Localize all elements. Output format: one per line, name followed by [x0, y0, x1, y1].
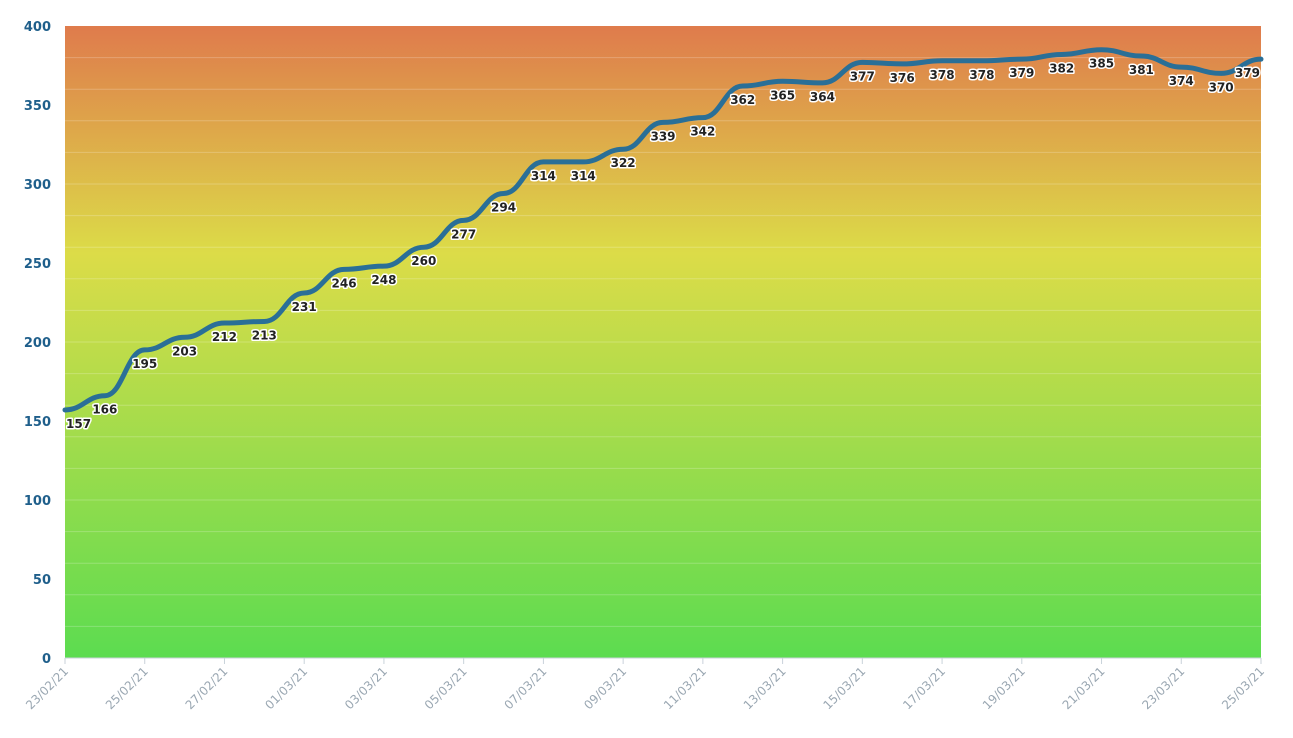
- y-tick-label: 100: [24, 494, 51, 509]
- x-tick-label: 03/03/21: [342, 664, 390, 712]
- x-tick-label: 23/03/21: [1139, 664, 1187, 712]
- x-tick-label: 21/03/21: [1060, 664, 1108, 712]
- data-label: 362: [730, 93, 755, 107]
- data-label: 248: [371, 273, 396, 287]
- y-tick-label: 150: [24, 415, 51, 430]
- x-tick-label: 07/03/21: [502, 664, 550, 712]
- data-label: 157: [66, 417, 91, 431]
- x-tick-label: 11/03/21: [661, 664, 709, 712]
- data-label: 212: [212, 330, 237, 344]
- data-label: 381: [1129, 63, 1154, 77]
- data-label: 378: [930, 68, 955, 82]
- data-label: 314: [571, 169, 596, 183]
- x-tick-label: 25/02/21: [103, 664, 151, 712]
- x-tick-label: 13/03/21: [741, 664, 789, 712]
- data-label: 166: [92, 403, 117, 417]
- data-label: 379: [1235, 66, 1260, 80]
- data-label: 294: [491, 200, 516, 214]
- x-tick-label: 27/02/21: [183, 664, 231, 712]
- x-tick-label: 05/03/21: [422, 664, 470, 712]
- data-label: 277: [451, 227, 476, 241]
- x-tick-label: 23/02/21: [23, 664, 71, 712]
- data-label: 195: [132, 357, 157, 371]
- data-label: 378: [969, 68, 994, 82]
- data-label: 342: [690, 125, 715, 139]
- x-tick-label: 17/03/21: [900, 664, 948, 712]
- data-label: 370: [1209, 80, 1234, 94]
- data-label: 377: [850, 69, 875, 83]
- data-label: 364: [810, 90, 835, 104]
- data-label: 246: [332, 276, 357, 290]
- data-label: 314: [531, 169, 556, 183]
- x-tick-label: 15/03/21: [820, 664, 868, 712]
- y-tick-label: 300: [24, 178, 51, 193]
- data-label: 382: [1049, 61, 1074, 75]
- x-tick-label: 25/03/21: [1219, 664, 1267, 712]
- data-label: 365: [770, 88, 795, 102]
- data-label: 385: [1089, 57, 1114, 71]
- data-label: 379: [1009, 66, 1034, 80]
- data-label: 260: [411, 254, 436, 268]
- series-line: [62, 47, 1264, 413]
- gridlines: [65, 57, 1261, 627]
- x-axis: 23/02/21 25/02/21 27/02/21 01/03/21 03/03/21…: [23, 657, 1267, 712]
- x-tick-label: 19/03/21: [980, 664, 1028, 712]
- data-label: 203: [172, 344, 197, 358]
- plot-background: [65, 26, 1261, 658]
- y-tick-label: 200: [24, 336, 51, 351]
- y-tick-label: 350: [24, 99, 51, 114]
- data-label: 376: [890, 71, 915, 85]
- data-label: 231: [292, 300, 317, 314]
- y-tick-label: 0: [42, 652, 51, 667]
- data-label: 322: [611, 156, 636, 170]
- x-tick-label: 01/03/21: [262, 664, 310, 712]
- y-axis: 0 50 100 150 200 250 300 350 400: [24, 20, 51, 667]
- y-tick-label: 50: [33, 573, 51, 588]
- y-tick-label: 250: [24, 257, 51, 272]
- data-label: 213: [252, 328, 277, 342]
- x-tick-label: 09/03/21: [581, 664, 629, 712]
- data-label: 339: [650, 129, 675, 143]
- data-label: 374: [1169, 74, 1194, 88]
- y-tick-label: 400: [24, 20, 51, 35]
